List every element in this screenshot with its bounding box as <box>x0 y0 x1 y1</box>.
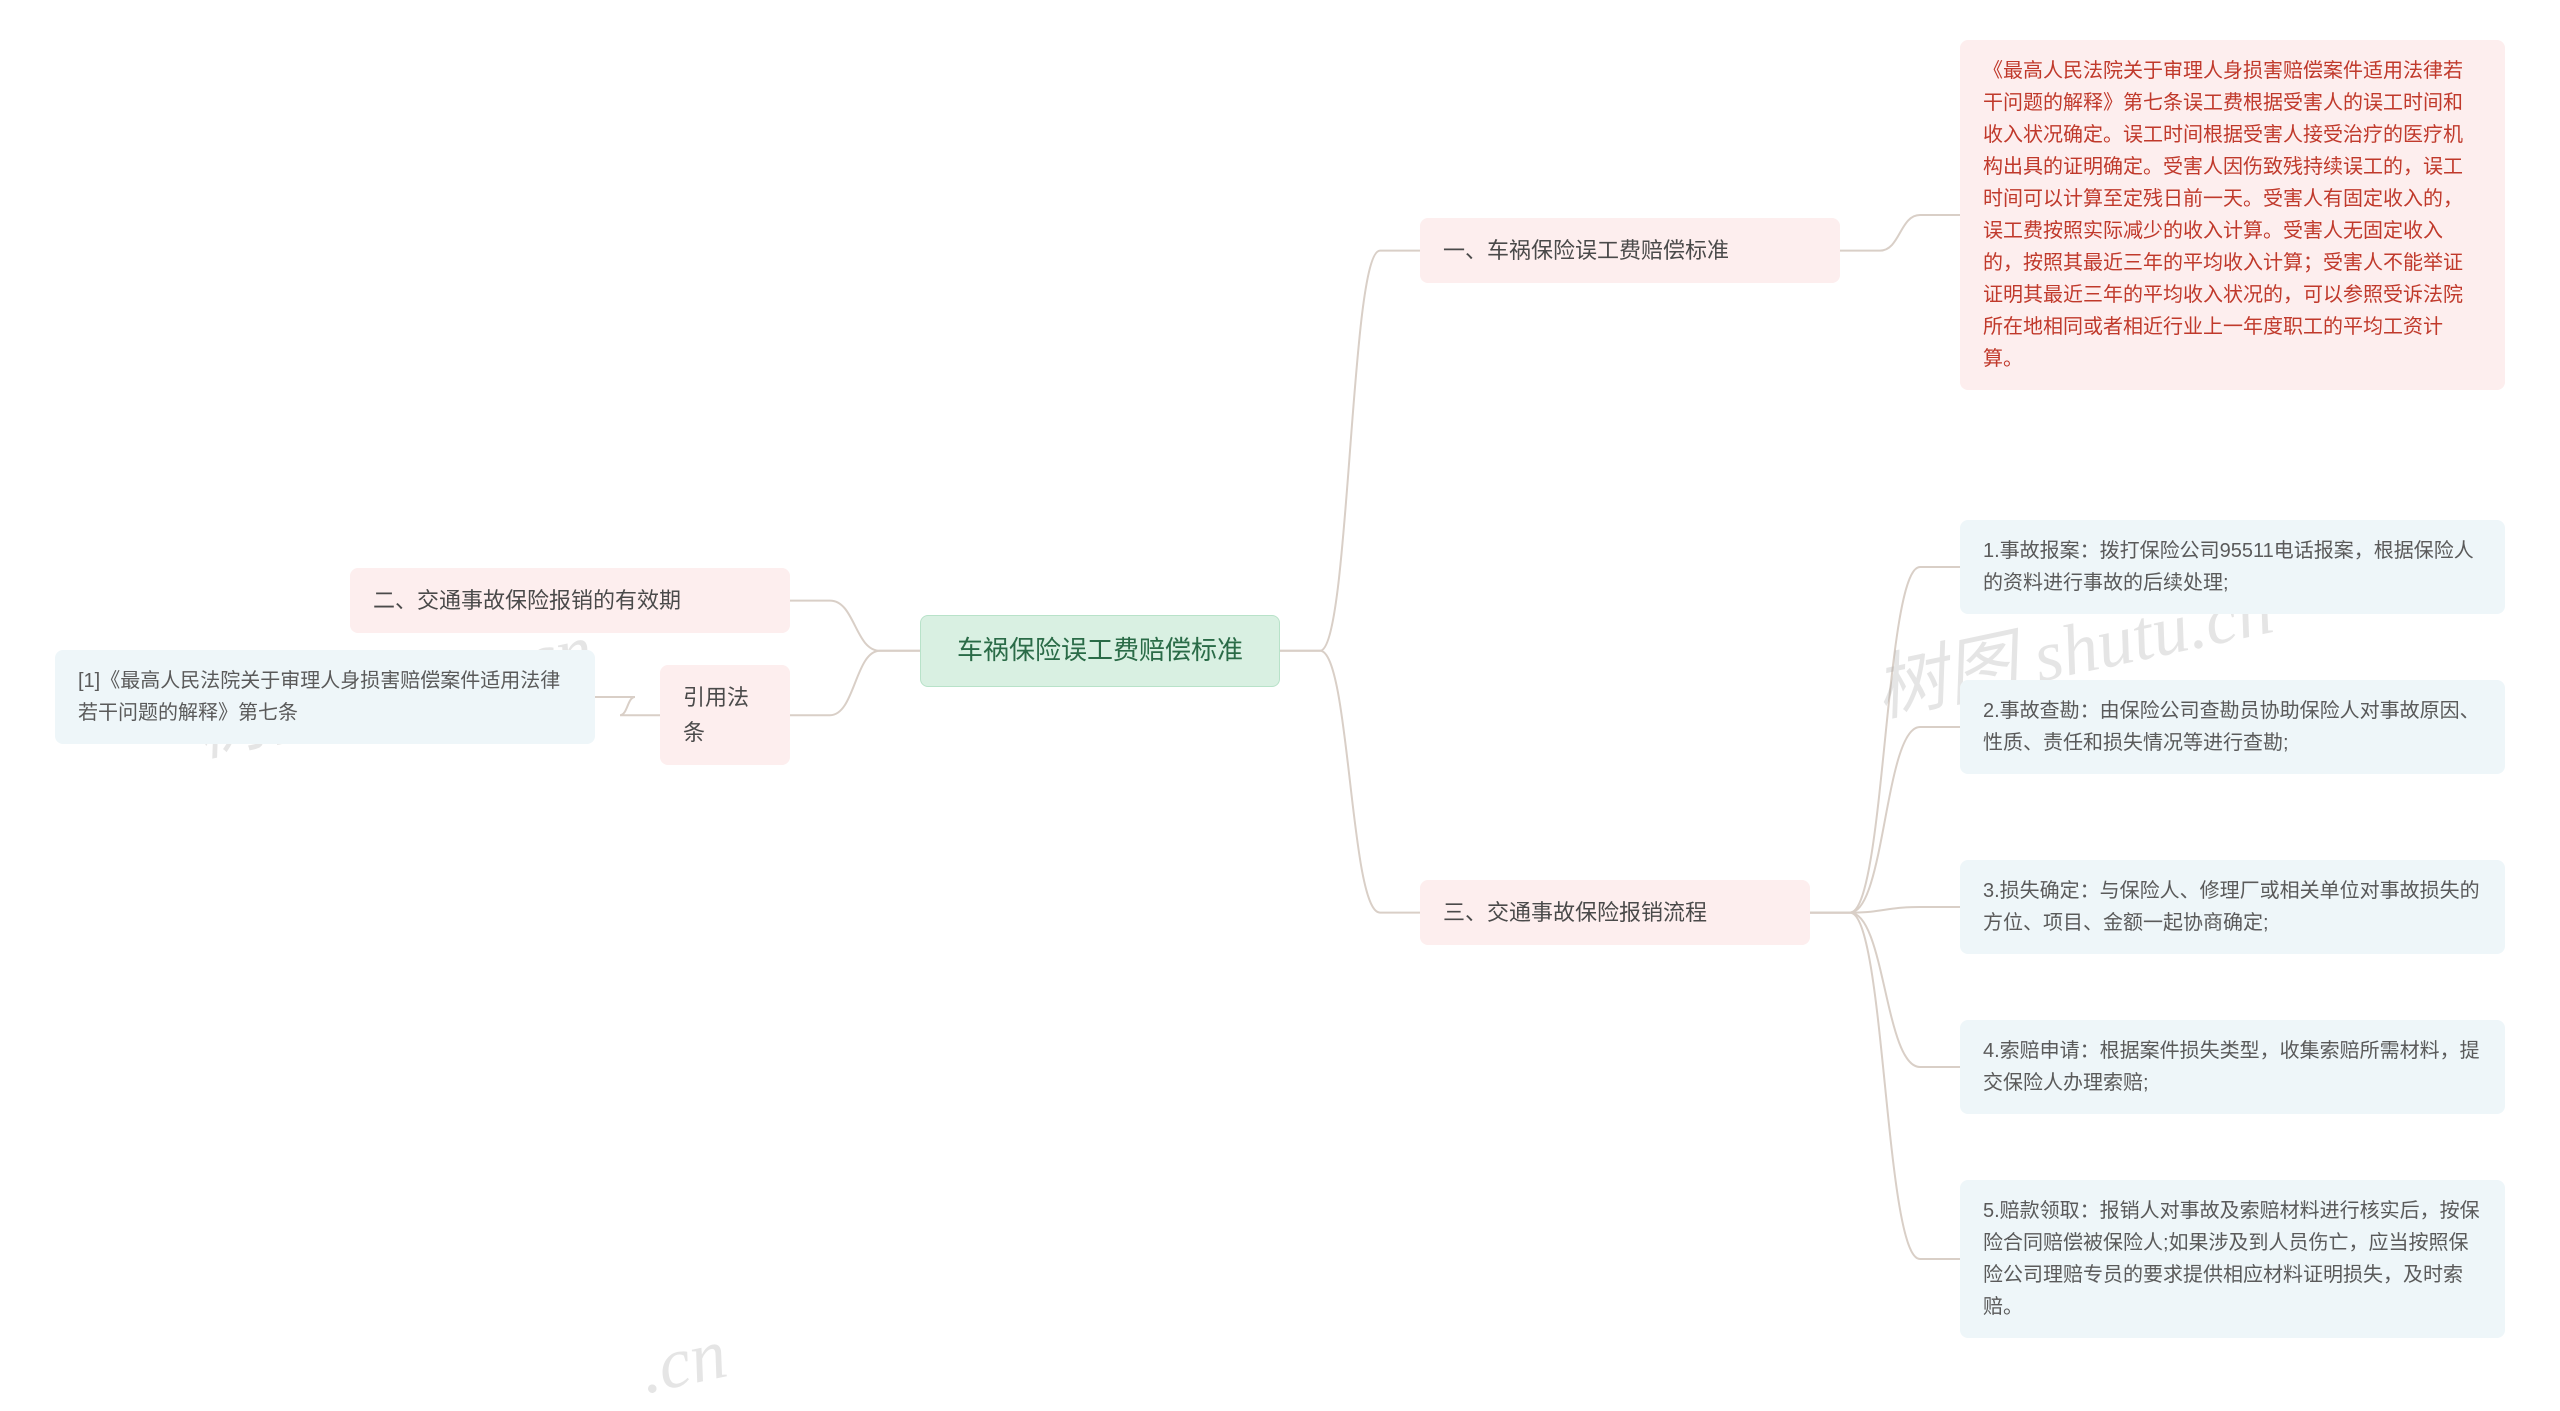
watermark-3: .cn <box>632 1312 733 1411</box>
node-step-2[interactable]: 2.事故查勘：由保险公司查勘员协助保险人对事故原因、性质、责任和损失情况等进行查… <box>1960 680 2505 774</box>
node-step-3[interactable]: 3.损失确定：与保险人、修理厂或相关单位对事故损失的方位、项目、金额一起协商确定… <box>1960 860 2505 954</box>
node-step-4[interactable]: 4.索赔申请：根据案件损失类型，收集索赔所需材料，提交保险人办理索赔; <box>1960 1020 2505 1114</box>
node-citation-detail[interactable]: [1]《最高人民法院关于审理人身损害赔偿案件适用法律若干问题的解释》第七条 <box>55 650 595 744</box>
node-step-1[interactable]: 1.事故报案：拨打保险公司95511电话报案，根据保险人的资料进行事故的后续处理… <box>1960 520 2505 614</box>
node-step-5[interactable]: 5.赔款领取：报销人对事故及索赔材料进行核实后，按保险合同赔偿被保险人;如果涉及… <box>1960 1180 2505 1338</box>
node-section-1[interactable]: 一、车祸保险误工费赔偿标准 <box>1420 218 1840 283</box>
node-citation[interactable]: 引用法条 <box>660 665 790 765</box>
node-section-3[interactable]: 三、交通事故保险报销流程 <box>1420 880 1810 945</box>
node-section-1-detail[interactable]: 《最高人民法院关于审理人身损害赔偿案件适用法律若干问题的解释》第七条误工费根据受… <box>1960 40 2505 390</box>
root-node[interactable]: 车祸保险误工费赔偿标准 <box>920 615 1280 687</box>
node-section-2[interactable]: 二、交通事故保险报销的有效期 <box>350 568 790 633</box>
